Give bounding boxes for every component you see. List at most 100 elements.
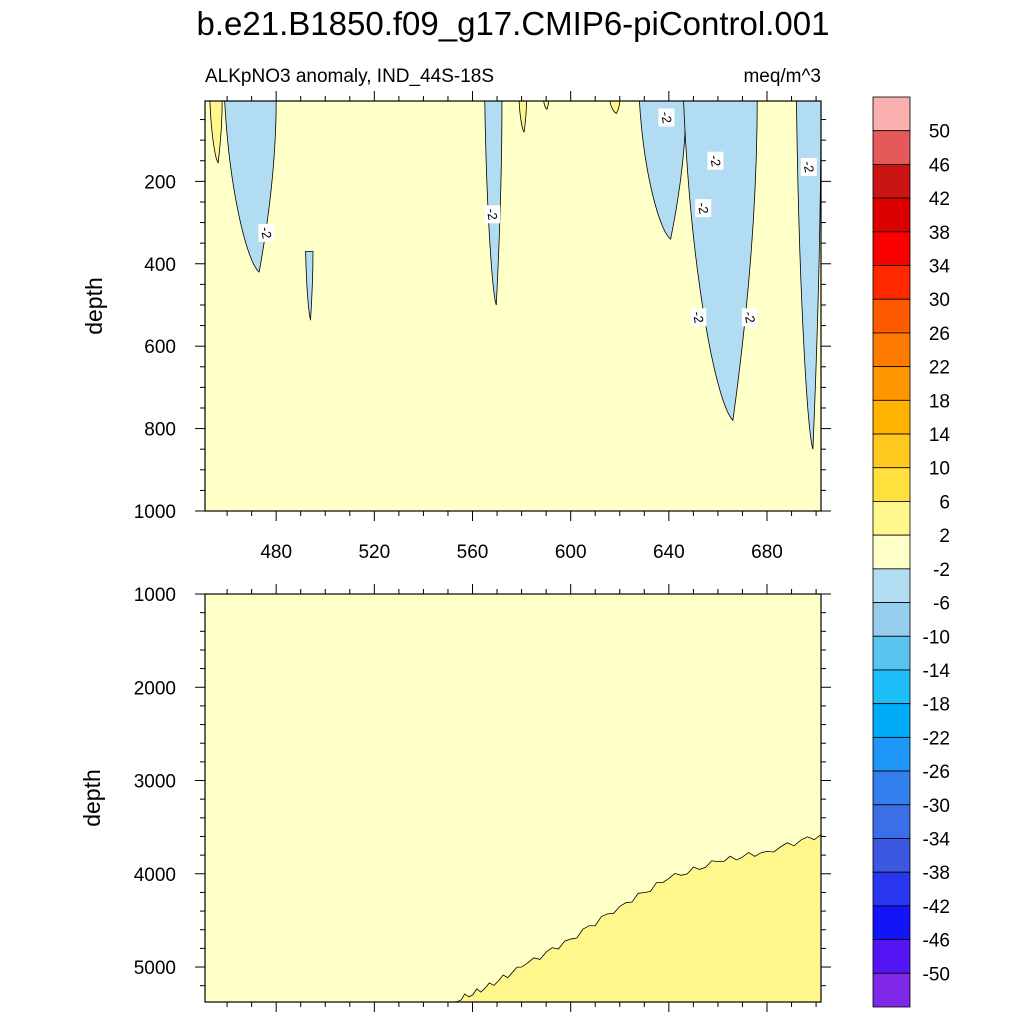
- colorbar-swatch: [872, 164, 911, 199]
- lower-contour-features: [452, 833, 822, 1003]
- colorbar-label: 42: [929, 189, 950, 210]
- contour-label: -2: [658, 110, 675, 124]
- colorbar-label: 34: [929, 257, 951, 278]
- colorbar-swatch: [872, 197, 911, 233]
- y-tick-label: 1000: [134, 502, 176, 523]
- lower-axis-ticks: 1000 2000 3000 4000 5000: [134, 584, 831, 1012]
- y-tick-label: 5000: [134, 958, 176, 979]
- lower-y-axis-label: depth: [79, 769, 105, 827]
- colorbar-swatch: [872, 703, 911, 738]
- colorbar-label: -26: [923, 762, 950, 783]
- contour-label-bg: [484, 205, 501, 224]
- y-tick-label: 1000: [134, 585, 176, 606]
- y-tick-label: 2000: [134, 678, 176, 699]
- colorbar-swatch: [872, 501, 911, 536]
- subtitle-right: meq/m^3: [743, 66, 821, 87]
- colorbar-swatch: [872, 838, 911, 873]
- colorbar-label: -42: [923, 897, 950, 918]
- colorbar-swatch: [872, 602, 911, 637]
- colorbar-label: 30: [929, 290, 950, 311]
- upper-contour-region: [543, 100, 549, 110]
- upper-contour-region: [305, 251, 314, 321]
- colorbar-swatch: [872, 231, 911, 266]
- colorbar-label: 50: [929, 122, 950, 143]
- subtitle-left: ALKpNO3 anomaly, IND_44S-18S: [205, 66, 494, 87]
- colorbar-swatch: [872, 939, 911, 974]
- x-tick-label: 600: [555, 542, 587, 563]
- lower-panel: 1000 2000 3000 4000 5000 depth: [79, 584, 831, 1012]
- colorbar-swatch: [872, 298, 911, 334]
- upper-contour-region: [518, 100, 527, 133]
- upper-axis-ticks: 480 520 560 600 640 680 200 400 600 800 1000: [134, 91, 831, 563]
- upper-contour-region: [638, 100, 687, 240]
- contour-label: -2: [690, 310, 707, 324]
- y-tick-label: 4000: [134, 865, 176, 886]
- contour-label: -2: [741, 310, 758, 324]
- colorbar-label: 46: [929, 155, 950, 176]
- lower-plot-frame: [204, 593, 822, 1003]
- upper-contour-region: [609, 100, 621, 114]
- colorbar-swatch: [872, 804, 911, 839]
- colorbar-swatch: [872, 905, 911, 940]
- colorbar-swatch: [872, 568, 911, 603]
- contour-label: -2: [695, 201, 712, 215]
- colorbar-swatch: [872, 467, 911, 502]
- colorbar-label: -6: [933, 594, 950, 615]
- colorbar-swatch: [872, 399, 911, 435]
- contour-label-bg: [741, 308, 758, 327]
- contour-label-bg: [658, 108, 675, 127]
- y-tick-label: 600: [144, 337, 176, 358]
- colorbar-swatch: [872, 130, 911, 165]
- y-tick-label: 800: [144, 420, 176, 441]
- colorbar-label: 22: [929, 358, 950, 379]
- colorbar-label: 26: [929, 324, 950, 345]
- colorbar-label: -10: [923, 627, 950, 648]
- upper-panel: -2 -2 -2 -2 -2 -2 -2 -2 480 520 560 600 640 680 200 40…: [81, 91, 831, 563]
- colorbar-swatch: [872, 433, 911, 469]
- colorbar-swatch: [872, 366, 911, 401]
- contour-label-bg: [707, 151, 724, 170]
- colorbar-label: 6: [939, 492, 950, 513]
- colorbar-label: -46: [923, 931, 950, 952]
- upper-plot-frame: [204, 100, 822, 512]
- upper-contour-region: [484, 100, 503, 306]
- colorbar-label: -2: [933, 560, 950, 581]
- colorbar-label: -22: [923, 728, 950, 749]
- x-tick-label: 680: [751, 542, 783, 563]
- lower-contour-region: [452, 833, 822, 1003]
- contour-label: -2: [484, 207, 501, 221]
- colorbar-label: 18: [929, 391, 950, 412]
- colorbar-swatch: [872, 669, 911, 705]
- upper-contour-region: [796, 100, 822, 450]
- colorbar-swatch: [872, 635, 911, 671]
- colorbar-label: -14: [923, 661, 951, 682]
- colorbar-label: -18: [923, 695, 950, 716]
- y-tick-label: 3000: [134, 772, 176, 793]
- colorbar-label: 38: [929, 223, 950, 244]
- y-tick-label: 400: [144, 255, 176, 276]
- colorbar-label: 14: [929, 425, 951, 446]
- colorbar-label: 2: [939, 526, 950, 547]
- chart-title: b.e21.B1850.f09_g17.CMIP6-piControl.001: [197, 5, 830, 42]
- colorbar-label: -38: [923, 863, 950, 884]
- x-tick-label: 640: [653, 542, 685, 563]
- upper-contour-labels: -2 -2 -2 -2 -2 -2 -2 -2: [258, 108, 817, 327]
- x-tick-label: 560: [457, 542, 489, 563]
- colorbar-swatch: [872, 871, 911, 907]
- contour-label: -2: [258, 226, 275, 240]
- contour-label-bg: [800, 157, 817, 176]
- x-tick-label: 520: [358, 542, 390, 563]
- x-tick-label: 480: [260, 542, 292, 563]
- colorbar-swatch: [872, 534, 911, 570]
- contour-label-bg: [258, 223, 275, 242]
- colorbar-label: -34: [923, 829, 951, 850]
- contour-label: -2: [800, 160, 817, 174]
- colorbar-label: -50: [923, 964, 950, 985]
- contour-label-bg: [690, 308, 707, 327]
- colorbar: 50 46 42 38 34 30 26 22 18 14 10 6 2 -2 -6 -10 -14 -18 -22…: [872, 96, 951, 1008]
- upper-contour-features: [209, 100, 822, 450]
- colorbar-swatch: [872, 96, 911, 132]
- upper-contour-region: [683, 100, 758, 422]
- colorbar-swatch: [872, 972, 911, 1008]
